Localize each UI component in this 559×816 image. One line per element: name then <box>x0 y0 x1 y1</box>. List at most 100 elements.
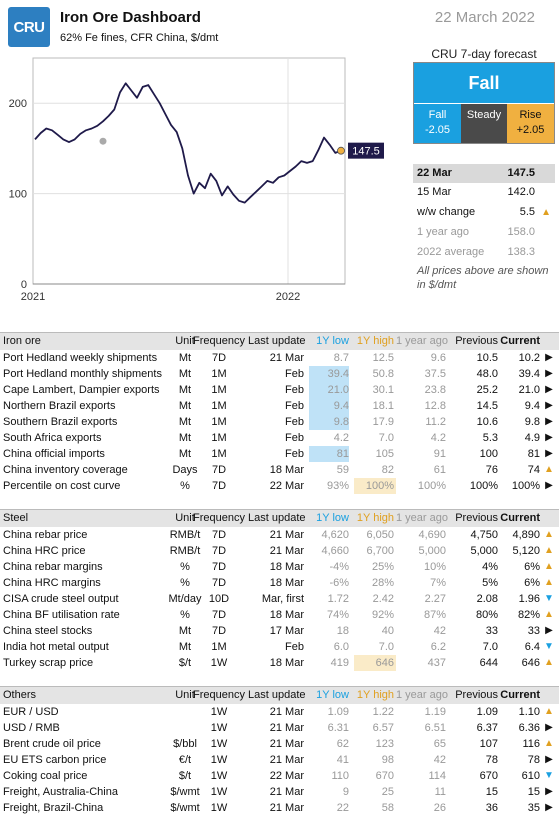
down-arrow-icon: ▼ <box>544 593 554 604</box>
row-unit: Days <box>172 464 198 476</box>
row-year-ago: 11.2 <box>425 416 446 428</box>
plot-area <box>32 57 346 285</box>
col-header-1y-low: 1Y low <box>316 512 349 524</box>
flat-arrow-icon: ▶ <box>545 722 553 733</box>
flat-arrow-icon: ▶ <box>545 400 553 411</box>
col-header-previous: Previous <box>455 335 498 347</box>
flat-arrow-icon: ▶ <box>545 625 553 636</box>
row-1y-low: 9 <box>342 786 349 798</box>
row-name: USD / RMB <box>3 722 60 734</box>
row-previous: 100 <box>479 448 498 460</box>
row-frequency: 1W <box>210 657 228 669</box>
row-last-update: 21 Mar <box>269 706 304 718</box>
row-current: 10.2 <box>518 352 540 364</box>
table-row: China rebar price RMB/t 7D 21 Mar 4,620 6,050… <box>0 527 559 543</box>
col-header-year-ago: 1 year ago <box>396 512 448 524</box>
row-1y-low: 41 <box>336 754 349 766</box>
row-frequency: 7D <box>211 464 227 476</box>
flat-arrow-icon: ▶ <box>545 802 553 813</box>
row-name: China HRC price <box>3 545 86 557</box>
row-current: 4,890 <box>512 529 540 541</box>
row-1y-high: 50.8 <box>372 368 394 380</box>
page-title: Iron Ore Dashboard <box>60 9 201 26</box>
x-tick-label: 2021 <box>21 291 45 302</box>
row-unit: % <box>180 577 190 589</box>
table-row: Coking coal price $/t 1W 22 Mar 110 670 114 670… <box>0 768 559 784</box>
price-chart: 0 100 200 2021 2022 147.5 <box>9 57 384 302</box>
table-row: China BF utilisation rate% 7D 18 Mar 74% 92%… <box>0 607 559 623</box>
low-highlight <box>309 446 349 462</box>
col-header-1y-high: 1Y high <box>356 512 394 524</box>
row-last-update: Mar, first <box>261 593 304 605</box>
row-previous: 48.0 <box>476 368 498 380</box>
row-previous: 10.6 <box>476 416 498 428</box>
row-unit: Mt <box>178 352 192 364</box>
row-unit: Mt <box>178 368 192 380</box>
row-previous: 15 <box>485 786 498 798</box>
row-current: 116 <box>522 738 540 750</box>
up-arrow-icon: ▲ <box>544 706 554 717</box>
row-name: Turkey scrap price <box>3 657 94 669</box>
row-unit: RMB/t <box>169 529 201 541</box>
row-name: EU ETS carbon price <box>3 754 107 766</box>
table-row: Brent crude oil price $/bbl 1W 21 Mar 62 123 6… <box>0 736 559 752</box>
row-last-update: 21 Mar <box>269 786 304 798</box>
table-row: Southern Brazil exports Mt 1M Feb 9.8 17.9 11.… <box>0 414 559 430</box>
table-row: China HRC margins% 7D 18 Mar -6% 28% 7% 5% 6% ▲ <box>0 575 559 591</box>
row-previous: 644 <box>479 657 498 669</box>
row-name: Cape Lambert, Dampier exports <box>3 384 160 396</box>
page-subtitle: 62% Fe fines, CFR China, $/dmt <box>60 32 219 44</box>
row-last-update: 22 Mar <box>269 770 304 782</box>
row-unit: Mt/day <box>168 593 202 605</box>
col-header-unit: Unit <box>175 689 195 701</box>
price-label: w/w change <box>417 206 476 218</box>
row-1y-low: 1.72 <box>327 593 349 605</box>
row-last-update: Feb <box>285 416 304 428</box>
row-frequency: 7D <box>211 625 227 637</box>
high-highlight <box>354 655 396 671</box>
row-1y-high: 30.1 <box>372 384 394 396</box>
row-year-ago: 4.2 <box>430 432 446 444</box>
section-title: Steel <box>3 512 29 524</box>
row-previous: 78 <box>485 754 498 766</box>
row-current: 6% <box>524 561 540 573</box>
row-frequency: 10D <box>208 593 230 605</box>
row-unit: % <box>180 609 190 621</box>
row-1y-high: 123 <box>375 738 394 750</box>
row-last-update: 22 Mar <box>269 480 304 492</box>
row-year-ago: 9.6 <box>430 352 446 364</box>
col-header-frequency: Frequency <box>193 689 245 701</box>
forecast-rise-value: +2.05 <box>516 124 545 136</box>
price-label: 22 Mar <box>417 167 452 179</box>
row-frequency: 7D <box>211 545 227 557</box>
table-row: China steel stocks Mt 7D 17 Mar 18 40 42 33 33 ▶ <box>0 623 559 639</box>
row-frequency: 1M <box>211 384 227 396</box>
row-1y-low: 9.4 <box>333 400 349 412</box>
row-name: China BF utilisation rate <box>3 609 120 621</box>
price-value: 5.5 <box>519 206 535 218</box>
row-1y-low: 4.2 <box>333 432 349 444</box>
row-last-update: Feb <box>285 368 304 380</box>
table-row: Port Hedland weekly shipments Mt 7D 21 Mar 8… <box>0 350 559 366</box>
row-previous: 670 <box>479 770 498 782</box>
row-year-ago: 4,690 <box>418 529 446 541</box>
col-header-frequency: Frequency <box>193 512 245 524</box>
col-header-1y-high: 1Y high <box>356 689 394 701</box>
row-1y-high: 40 <box>381 625 394 637</box>
row-name: China steel stocks <box>3 625 93 637</box>
up-arrow-icon: ▲ <box>544 561 554 572</box>
row-unit: $/t <box>178 770 192 782</box>
col-header-unit: Unit <box>175 512 195 524</box>
row-name: Freight, Australia-China <box>3 786 118 798</box>
row-name: Coking coal price <box>3 770 88 782</box>
col-header-frequency: Frequency <box>193 335 245 347</box>
col-header-last-update: Last update <box>248 512 306 524</box>
row-year-ago: 1.19 <box>424 706 446 718</box>
row-1y-low: 419 <box>330 657 349 669</box>
row-year-ago: 100% <box>417 480 446 492</box>
row-frequency: 1M <box>211 416 227 428</box>
row-unit: Mt <box>178 400 192 412</box>
row-1y-high: 1.22 <box>372 706 394 718</box>
table-row: EU ETS carbon price €/t 1W 21 Mar 41 98 42 78 78… <box>0 752 559 768</box>
low-highlight <box>309 366 349 382</box>
